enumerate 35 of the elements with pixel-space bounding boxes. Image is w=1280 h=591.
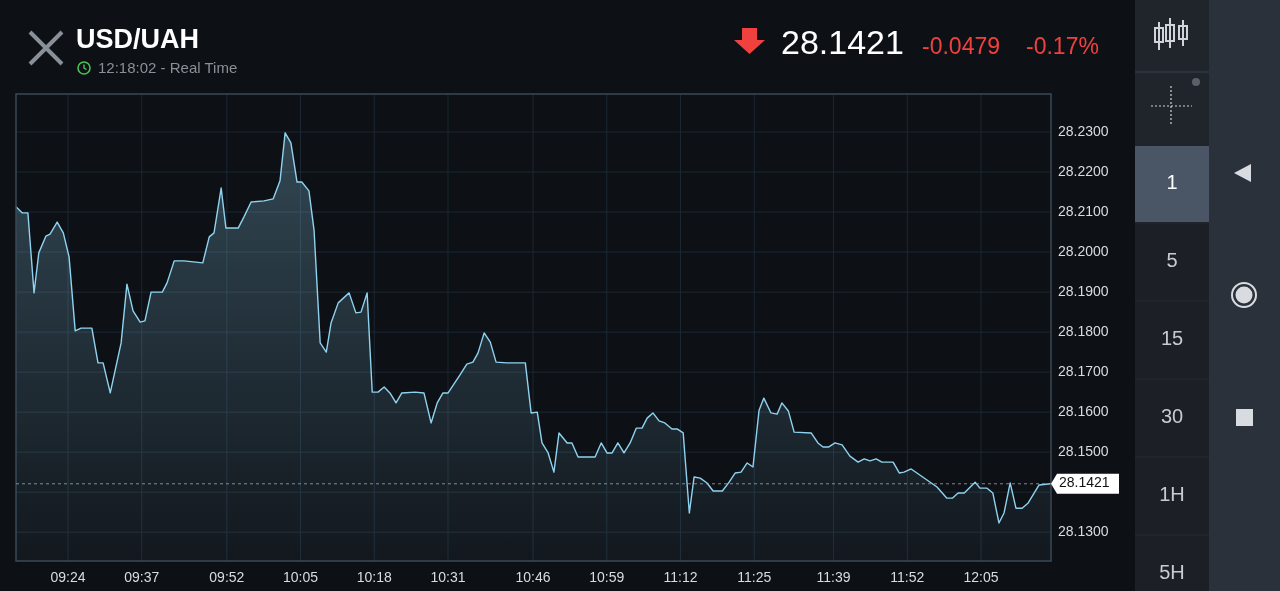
chart-title: USD/UAH	[76, 24, 200, 54]
text: 5	[1166, 249, 1178, 272]
x-tick-label: 11:39	[816, 569, 851, 585]
x-tick-label: 09:37	[124, 569, 160, 585]
x-tick-label: 10:18	[356, 569, 392, 585]
text: 15	[1160, 327, 1184, 350]
y-tick-label: 28.2200	[1058, 162, 1109, 179]
y-tick-label: 28.2000	[1058, 242, 1109, 259]
y-tick-label: 28.1900	[1058, 282, 1109, 299]
y-tick-label: 28.1500	[1058, 442, 1109, 459]
x-tick-label: 11:12	[663, 569, 698, 585]
text: 28.1421	[781, 23, 904, 61]
y-tick-label: 28.1600	[1058, 402, 1109, 419]
y-tick-label: 28.1700	[1058, 362, 1109, 379]
text: 5H	[1159, 561, 1185, 584]
text: 1H	[1159, 483, 1185, 506]
x-tick-label: 10:05	[283, 569, 319, 585]
x-tick-label: 11:52	[890, 569, 925, 585]
x-tick-label: 10:31	[430, 569, 466, 585]
x-tick-label: 11:25	[737, 569, 772, 585]
ref-line-label: 28.1421	[1059, 474, 1110, 491]
text: 1	[1166, 171, 1178, 194]
x-tick-label: 12:05	[963, 569, 999, 585]
y-tick-label: 28.2300	[1058, 122, 1109, 139]
text: -0.17%	[1026, 33, 1099, 59]
y-tick-label: 28.1800	[1058, 322, 1109, 339]
x-tick-label: 10:59	[589, 569, 625, 585]
y-tick-label: 28.2100	[1058, 202, 1109, 219]
x-tick-label: 10:46	[515, 569, 551, 585]
y-tick-label: 28.1300	[1058, 522, 1109, 539]
x-tick-label: 09:24	[50, 569, 86, 585]
chart-subtitle: 12:18:02 - Real Time	[98, 59, 238, 76]
text: -0.0479	[922, 33, 1001, 59]
x-tick-label: 09:52	[209, 569, 245, 585]
text: 30	[1160, 405, 1184, 428]
